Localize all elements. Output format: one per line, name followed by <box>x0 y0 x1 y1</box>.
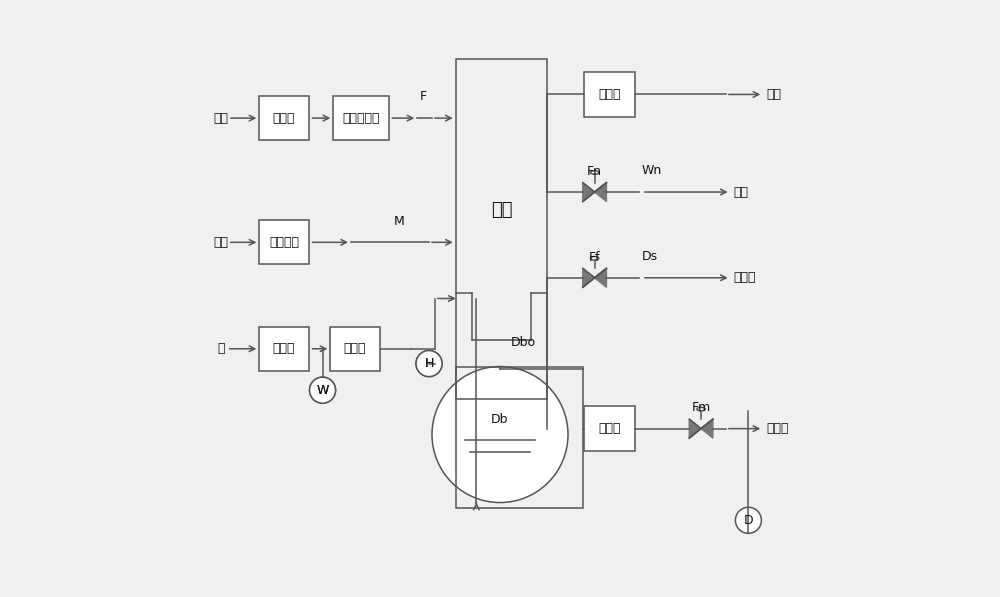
Text: W: W <box>316 384 329 396</box>
Bar <box>456 59 547 399</box>
Circle shape <box>310 377 336 403</box>
Circle shape <box>416 350 442 377</box>
Circle shape <box>432 367 568 503</box>
Bar <box>456 367 583 509</box>
Ellipse shape <box>697 407 705 411</box>
Polygon shape <box>595 268 606 287</box>
Text: W: W <box>316 384 329 396</box>
Text: 辅用户: 辅用户 <box>734 271 756 284</box>
Text: 水: 水 <box>217 342 225 355</box>
Text: H: H <box>424 357 434 370</box>
Bar <box>259 96 309 140</box>
Ellipse shape <box>590 171 599 174</box>
Text: Ff: Ff <box>589 251 600 264</box>
Text: Ds: Ds <box>642 250 658 263</box>
Bar <box>584 407 635 451</box>
Text: 空气: 空气 <box>213 112 228 125</box>
Text: D: D <box>744 514 753 527</box>
Text: 省煤器: 省煤器 <box>344 342 366 355</box>
Text: 燃料: 燃料 <box>213 236 228 249</box>
Text: Wn: Wn <box>642 164 662 177</box>
Bar <box>330 327 380 371</box>
Polygon shape <box>583 183 595 202</box>
Text: 空气预热器: 空气预热器 <box>342 112 380 125</box>
Bar <box>584 72 635 116</box>
Text: 鼓风机: 鼓风机 <box>273 112 295 125</box>
Bar <box>259 327 309 371</box>
Text: 主用户: 主用户 <box>766 422 789 435</box>
Text: 引风机: 引风机 <box>598 88 621 101</box>
Circle shape <box>310 377 336 403</box>
Polygon shape <box>701 419 713 438</box>
Ellipse shape <box>590 257 599 260</box>
Text: M: M <box>394 214 405 227</box>
Text: Dbo: Dbo <box>511 336 536 349</box>
Bar <box>259 220 309 264</box>
Circle shape <box>416 350 442 377</box>
Text: 烟囱: 烟囱 <box>766 88 781 101</box>
Text: Fm: Fm <box>691 401 711 414</box>
Text: Db: Db <box>491 413 509 426</box>
Text: 引风机: 引风机 <box>598 422 621 435</box>
Text: 锅炉: 锅炉 <box>491 201 512 219</box>
Text: 排污: 排污 <box>734 186 749 199</box>
Polygon shape <box>583 268 595 287</box>
Circle shape <box>735 507 761 533</box>
Bar <box>333 96 389 140</box>
Text: 给量装置: 给量装置 <box>269 236 299 249</box>
Text: Fn: Fn <box>587 165 602 178</box>
Text: H: H <box>424 357 434 370</box>
Polygon shape <box>689 419 701 438</box>
Polygon shape <box>595 183 606 202</box>
Text: 给水泵: 给水泵 <box>273 342 295 355</box>
Text: F: F <box>420 90 427 103</box>
